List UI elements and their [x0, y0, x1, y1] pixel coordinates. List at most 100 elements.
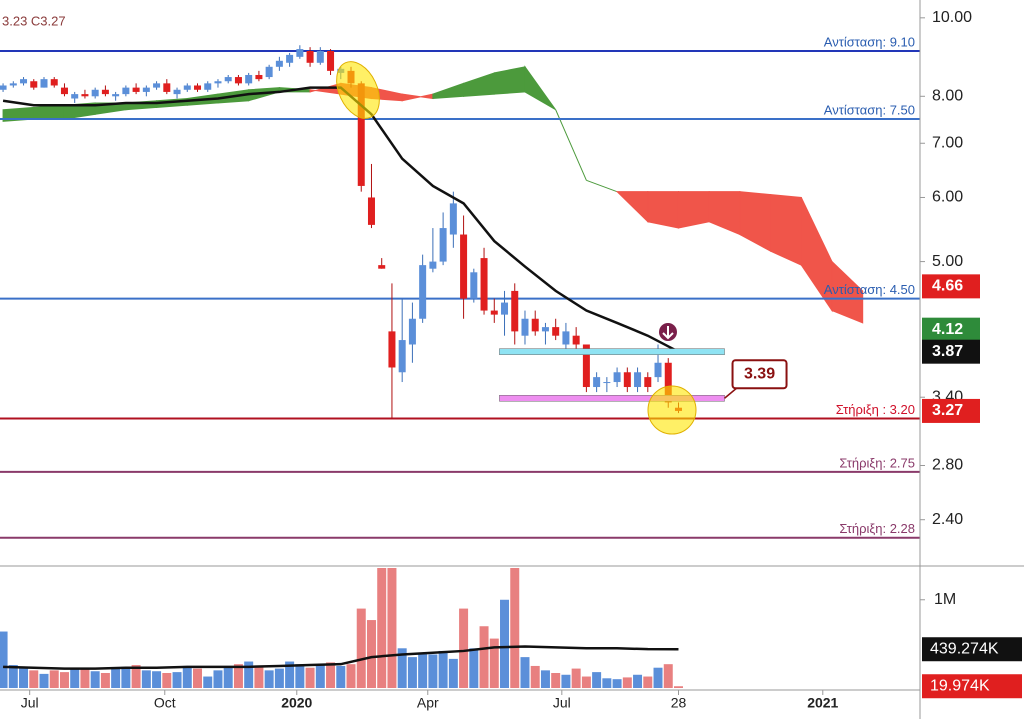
volume-bar — [223, 667, 233, 688]
plot-layer — [0, 45, 920, 688]
volume-bar — [0, 631, 8, 688]
volume-bar — [90, 671, 100, 688]
volume-bar — [203, 676, 213, 688]
level-label: Στήριξη: 2.28 — [839, 521, 915, 536]
candle-body — [265, 66, 273, 78]
volume-bar — [673, 686, 683, 688]
volume-bar — [653, 667, 663, 688]
volume-bar — [448, 658, 458, 688]
volume-bar — [8, 665, 18, 688]
candle-body — [306, 50, 314, 63]
volume-bar — [141, 670, 151, 688]
candle-body — [30, 81, 38, 88]
volume-bar — [29, 670, 39, 688]
volume-bar — [602, 678, 612, 688]
y-tick-label: 6.00 — [932, 189, 963, 206]
volume-bar — [254, 665, 264, 688]
x-tick-label: 28 — [671, 695, 687, 711]
volume-ma-line — [3, 645, 679, 670]
volume-bar — [182, 665, 192, 688]
candle-body — [490, 310, 498, 315]
x-tick-label: Jul — [553, 695, 571, 711]
volume-bar — [459, 608, 469, 688]
volume-bar — [479, 626, 489, 688]
candle-body — [644, 377, 652, 388]
volume-bar — [70, 667, 80, 688]
volume-bar — [100, 673, 110, 688]
candle-body — [296, 49, 304, 57]
candle-body — [449, 203, 457, 235]
callout-box — [731, 359, 788, 390]
candle-body — [60, 87, 68, 95]
candle-body — [378, 265, 386, 269]
level-label: Αντίσταση: 9.10 — [824, 34, 915, 49]
candle-body — [429, 261, 437, 269]
volume-bar — [111, 668, 121, 688]
volume-tag — [922, 637, 1022, 662]
volume-bar — [510, 568, 520, 688]
channel-band — [499, 348, 725, 355]
callout-pointer — [724, 387, 738, 399]
candle-body — [531, 318, 539, 332]
volume-bar — [540, 670, 550, 688]
candle-body — [327, 50, 335, 71]
volume-bar — [193, 668, 203, 688]
price-tag — [922, 339, 980, 364]
candle-body — [613, 372, 621, 383]
volume-bar — [80, 669, 90, 688]
candle-body — [357, 83, 365, 186]
candle-body — [122, 87, 130, 95]
volume-bar — [397, 648, 407, 688]
volume-bar — [633, 674, 643, 688]
volume-bar — [274, 668, 284, 688]
candle-body — [0, 85, 7, 90]
level-label: Στήριξη: 2.75 — [839, 455, 915, 470]
volume-bar — [469, 648, 479, 688]
volume-bar — [305, 667, 315, 688]
volume-bar — [233, 664, 243, 688]
price-tag-label: 3.87 — [932, 343, 963, 360]
candle-body — [255, 74, 263, 80]
candle-body — [408, 318, 416, 345]
candle-body — [132, 87, 140, 92]
volume-tag-label: 19.974K — [930, 677, 990, 694]
candle-body — [183, 85, 191, 90]
volume-bar — [213, 670, 223, 688]
candle-body — [275, 60, 283, 67]
volume-bar — [356, 608, 366, 688]
candle-body — [204, 83, 212, 90]
price-tag — [922, 317, 980, 342]
volume-bar — [172, 672, 182, 688]
volume-bar — [551, 673, 561, 688]
volume-tick-label: 1M — [934, 591, 956, 608]
candle-body — [81, 94, 89, 97]
candle-body — [316, 50, 324, 63]
volume-tag-label: 439.274K — [930, 640, 999, 657]
x-tick-label: Oct — [154, 695, 176, 711]
channel-band — [499, 395, 725, 402]
volume-bar — [39, 673, 49, 688]
candle-body — [582, 344, 590, 388]
candle-body — [214, 81, 222, 84]
candle-body — [634, 372, 642, 388]
cloud-segment — [677, 191, 710, 229]
price-tag-label: 4.12 — [932, 321, 963, 338]
candle-body — [50, 79, 58, 86]
volume-bar — [295, 664, 305, 688]
volume-bar — [131, 665, 141, 688]
candle-body — [40, 79, 48, 88]
volume-bar — [162, 673, 172, 688]
candle-body — [286, 54, 294, 63]
volume-bar — [663, 664, 673, 688]
cloud-segment — [524, 65, 557, 111]
volume-bar — [592, 672, 602, 688]
candle-body — [101, 89, 109, 95]
candle-body — [173, 89, 181, 95]
volume-bar — [581, 676, 591, 688]
ohlc-readout: 3.23 C3.27 — [2, 13, 66, 28]
volume-bar — [500, 599, 510, 688]
volume-bar — [407, 657, 417, 688]
volume-bar — [571, 668, 581, 688]
level-label: Αντίσταση: 7.50 — [824, 102, 915, 117]
